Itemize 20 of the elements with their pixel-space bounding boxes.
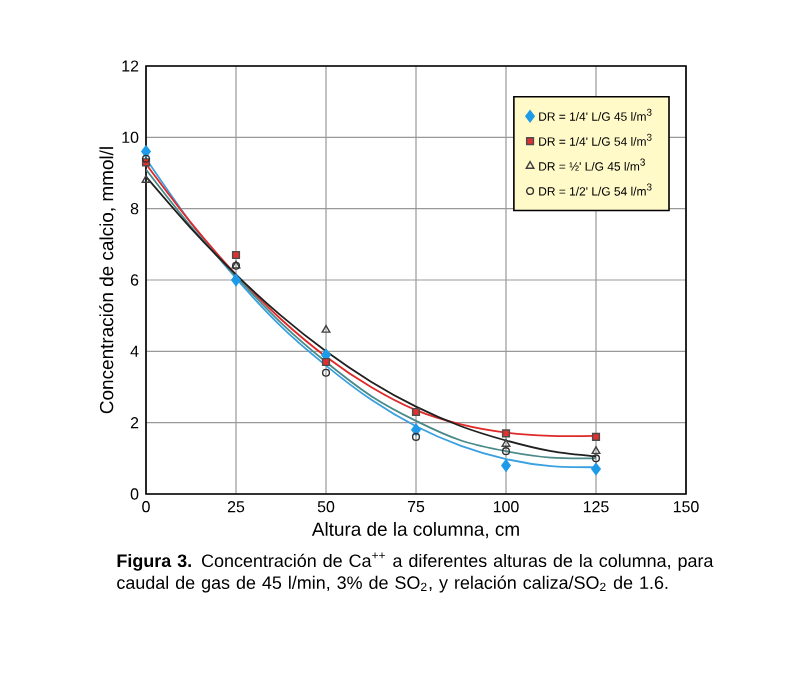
point xyxy=(501,447,511,456)
point xyxy=(501,459,511,472)
point xyxy=(231,250,241,260)
text: Figura 3. Concentración de Ca$^{++}$ a diferentes alturas de la columna, para caudal de gas de 45 l/min, 3% de SO$_{2}$, y relación caliza/SO$_{2}$ de 1.6. xyxy=(117,552,714,593)
point xyxy=(321,357,331,367)
point xyxy=(141,145,151,158)
point xyxy=(321,324,331,333)
point xyxy=(591,446,601,455)
point xyxy=(501,438,511,447)
point xyxy=(411,407,421,417)
point xyxy=(411,432,421,442)
x-axis-title: Altura de la columna, cm xyxy=(311,522,519,539)
point xyxy=(591,432,601,442)
point xyxy=(321,368,331,377)
y-axis-title: Concentración de calcio, mmol/l xyxy=(99,147,116,414)
point xyxy=(141,175,151,184)
point xyxy=(591,454,601,463)
point xyxy=(591,462,601,476)
point xyxy=(231,273,241,287)
point xyxy=(501,429,511,438)
